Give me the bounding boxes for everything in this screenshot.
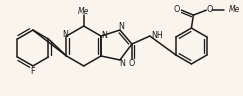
Text: N: N	[62, 30, 69, 38]
Text: O: O	[206, 5, 213, 14]
Text: F: F	[31, 67, 35, 76]
Text: NH: NH	[151, 31, 163, 40]
Text: Me: Me	[78, 7, 89, 16]
Text: Me: Me	[229, 5, 241, 14]
Text: O: O	[129, 59, 135, 68]
Text: N: N	[101, 31, 107, 40]
Text: N: N	[118, 22, 124, 31]
Text: N: N	[119, 59, 125, 68]
Text: O: O	[174, 5, 180, 14]
